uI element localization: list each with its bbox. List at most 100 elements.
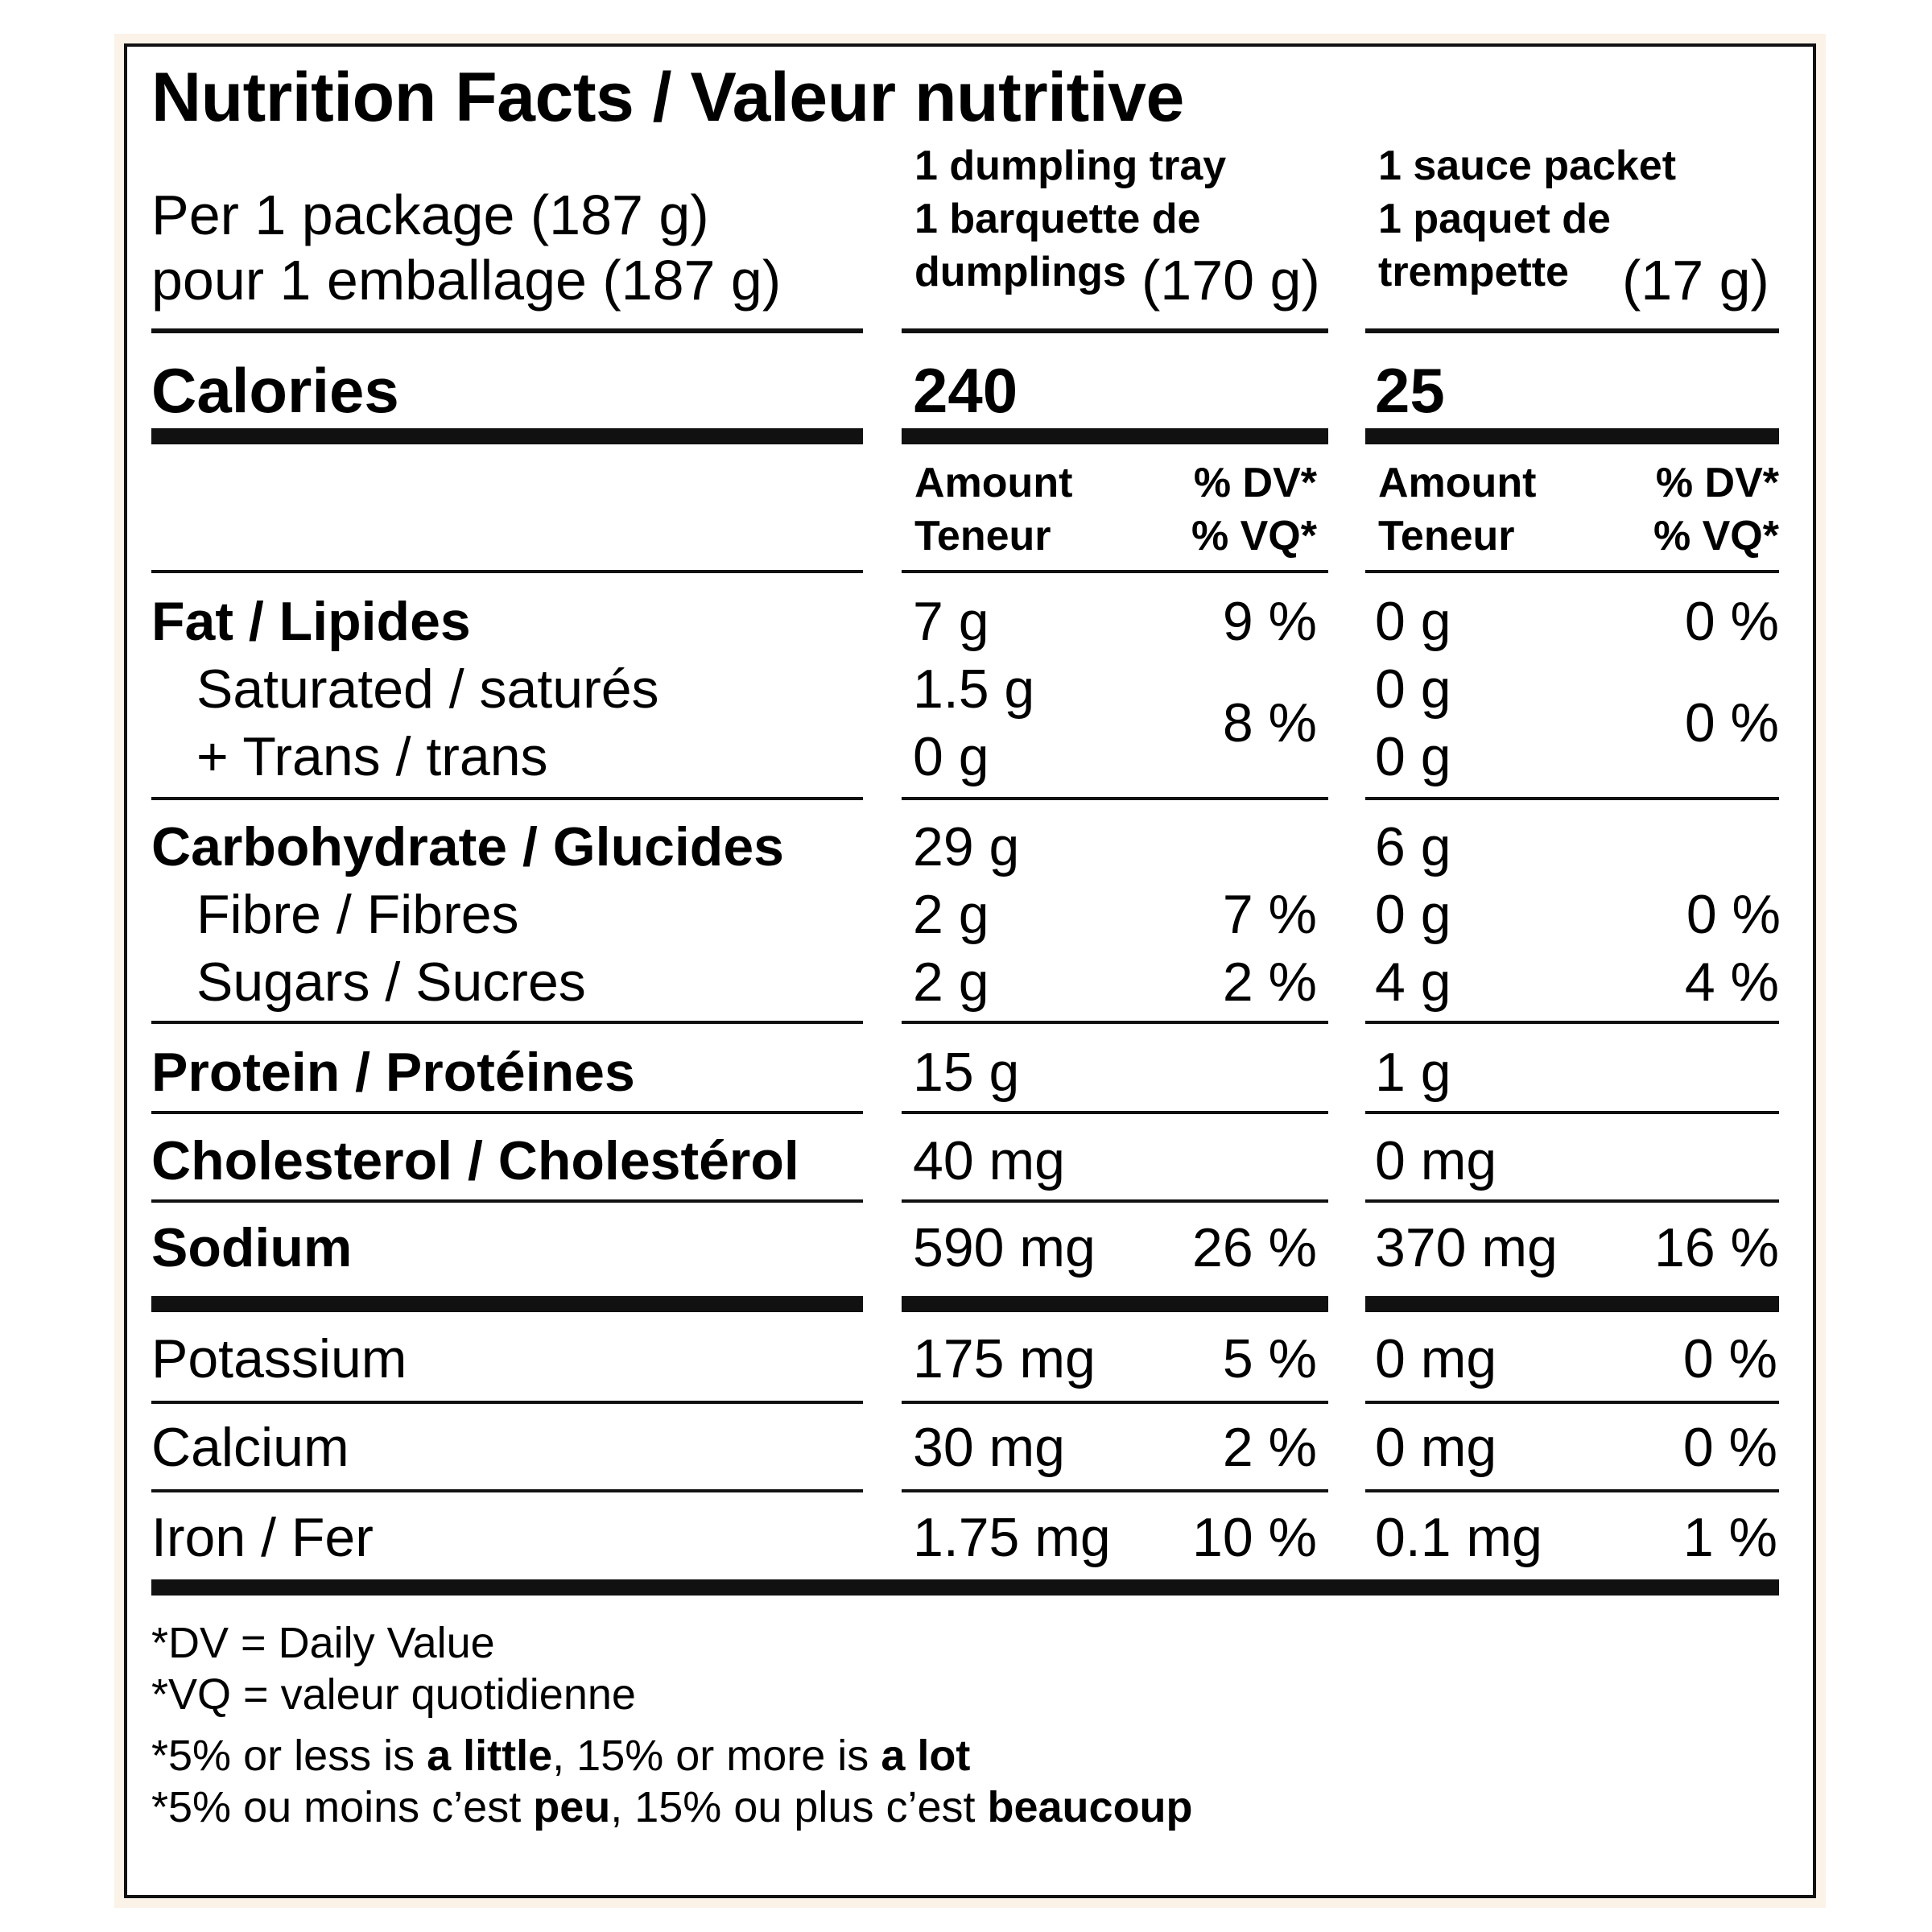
col2-sat-trans-dv: 0 % xyxy=(1684,692,1779,753)
col2-dv-en: % DV* xyxy=(1655,460,1779,506)
divider xyxy=(902,1401,1328,1404)
divider xyxy=(1365,1111,1779,1114)
col2-header-line2: 1 paquet de xyxy=(1378,196,1611,242)
col1-fat: 7 g xyxy=(913,591,989,652)
col1-calories: 240 xyxy=(913,355,1018,426)
footnote-en-text: , 15% or more is xyxy=(552,1732,881,1780)
col1-calcium-dv: 2 % xyxy=(1222,1417,1317,1478)
footnote-fr-text: , 15% ou plus c’est xyxy=(610,1783,988,1831)
col1-trans: 0 g xyxy=(913,726,989,787)
trans-label: + Trans / trans xyxy=(196,726,548,787)
col1-saturated: 1.5 g xyxy=(913,658,1035,720)
col2-dv-fr: % VQ* xyxy=(1653,513,1779,559)
col1-sugars: 2 g xyxy=(913,952,989,1013)
col1-protein: 15 g xyxy=(913,1042,1020,1103)
col2-iron: 0.1 mg xyxy=(1375,1507,1542,1568)
footnote-en-bold-lot: a lot xyxy=(881,1732,971,1780)
fibre-label: Fibre / Fibres xyxy=(196,884,519,945)
col1-potassium-dv: 5 % xyxy=(1222,1328,1317,1389)
divider xyxy=(151,797,863,800)
col1-sodium: 590 mg xyxy=(913,1217,1096,1278)
footnote-en-text: *5% or less is xyxy=(151,1732,427,1780)
col2-fat-dv: 0 % xyxy=(1684,591,1779,652)
footnote-percent-en: *5% or less is a little, 15% or more is … xyxy=(151,1734,970,1777)
divider xyxy=(902,1111,1328,1114)
col2-cholesterol: 0 mg xyxy=(1375,1130,1497,1191)
calcium-label: Calcium xyxy=(151,1417,349,1478)
thick-divider xyxy=(902,428,1328,444)
col2-calcium: 0 mg xyxy=(1375,1417,1497,1478)
col2-sodium: 370 mg xyxy=(1375,1217,1558,1278)
divider xyxy=(151,1401,863,1404)
col1-calcium: 30 mg xyxy=(913,1417,1065,1478)
thick-divider xyxy=(151,1296,863,1312)
sugars-label: Sugars / Sucres xyxy=(196,952,586,1013)
col2-iron-dv: 1 % xyxy=(1682,1507,1777,1568)
divider xyxy=(151,1111,863,1114)
col1-fibre-dv: 7 % xyxy=(1222,884,1317,945)
col2-amount-en: Amount xyxy=(1378,460,1537,506)
carbohydrate-label: Carbohydrate / Glucides xyxy=(151,816,784,877)
col2-fibre: 0 g xyxy=(1375,884,1451,945)
calories-label: Calories xyxy=(151,355,399,426)
col1-dv-en: % DV* xyxy=(1193,460,1317,506)
divider xyxy=(902,1199,1328,1203)
col1-carbohydrate: 29 g xyxy=(913,816,1020,877)
divider xyxy=(151,1489,863,1492)
col1-header-line3: dumplings xyxy=(914,249,1126,295)
sodium-label: Sodium xyxy=(151,1217,353,1278)
col1-iron: 1.75 mg xyxy=(913,1507,1111,1568)
col2-sugars-dv: 4 % xyxy=(1684,952,1779,1013)
thick-divider xyxy=(1365,1296,1779,1312)
col2-trans: 0 g xyxy=(1375,726,1451,787)
thick-divider xyxy=(1365,428,1779,444)
divider xyxy=(151,1021,863,1024)
col2-header-line3: trempette xyxy=(1378,249,1569,295)
divider xyxy=(1365,570,1779,573)
col1-potassium: 175 mg xyxy=(913,1328,1096,1389)
col2-calories: 25 xyxy=(1375,355,1445,426)
thick-divider xyxy=(151,428,863,444)
col2-amount-fr: Teneur xyxy=(1378,513,1515,559)
divider xyxy=(1365,797,1779,800)
fat-label: Fat / Lipides xyxy=(151,591,471,652)
saturated-label: Saturated / saturés xyxy=(196,658,659,720)
col2-header-line1: 1 sauce packet xyxy=(1378,142,1677,189)
divider xyxy=(1365,328,1779,333)
footnote-percent-fr: *5% ou moins c’est peu, 15% ou plus c’es… xyxy=(151,1785,1193,1829)
divider xyxy=(1365,1199,1779,1203)
label-title: Nutrition Facts / Valeur nutritive xyxy=(151,59,1184,136)
divider xyxy=(902,797,1328,800)
divider xyxy=(151,328,863,333)
col1-weight: (170 g) xyxy=(1141,249,1320,312)
footnote-fr-bold-beaucoup: beaucoup xyxy=(987,1783,1193,1831)
divider xyxy=(902,328,1328,333)
col2-calcium-dv: 0 % xyxy=(1682,1417,1777,1478)
col1-cholesterol: 40 mg xyxy=(913,1130,1065,1191)
col1-header-line1: 1 dumpling tray xyxy=(914,142,1227,189)
protein-label: Protein / Protéines xyxy=(151,1042,635,1103)
serving-size-en: Per 1 package (187 g) xyxy=(151,184,709,246)
col2-fibre-dv: 0 % xyxy=(1686,884,1781,945)
divider xyxy=(1365,1021,1779,1024)
divider xyxy=(151,570,863,573)
col1-amount-fr: Teneur xyxy=(914,513,1051,559)
col1-sat-trans-dv: 8 % xyxy=(1222,692,1317,753)
col2-carbohydrate: 6 g xyxy=(1375,816,1451,877)
col1-iron-dv: 10 % xyxy=(1192,1507,1317,1568)
col1-sodium-dv: 26 % xyxy=(1192,1217,1317,1278)
col1-fat-dv: 9 % xyxy=(1222,591,1317,652)
footnote-vq: *VQ = valeur quotidienne xyxy=(151,1670,636,1719)
col1-amount-en: Amount xyxy=(914,460,1073,506)
col2-potassium: 0 mg xyxy=(1375,1328,1497,1389)
col1-sugars-dv: 2 % xyxy=(1222,952,1317,1013)
col2-protein: 1 g xyxy=(1375,1042,1451,1103)
divider xyxy=(902,1021,1328,1024)
divider xyxy=(1365,1401,1779,1404)
thick-divider xyxy=(902,1296,1328,1312)
footnote-dv: *DV = Daily Value xyxy=(151,1619,495,1667)
col1-dv-fr: % VQ* xyxy=(1191,513,1317,559)
footnote-fr-text: *5% ou moins c’est xyxy=(151,1783,534,1831)
footnote-fr-bold-peu: peu xyxy=(533,1783,611,1831)
col2-sodium-dv: 16 % xyxy=(1654,1217,1779,1278)
